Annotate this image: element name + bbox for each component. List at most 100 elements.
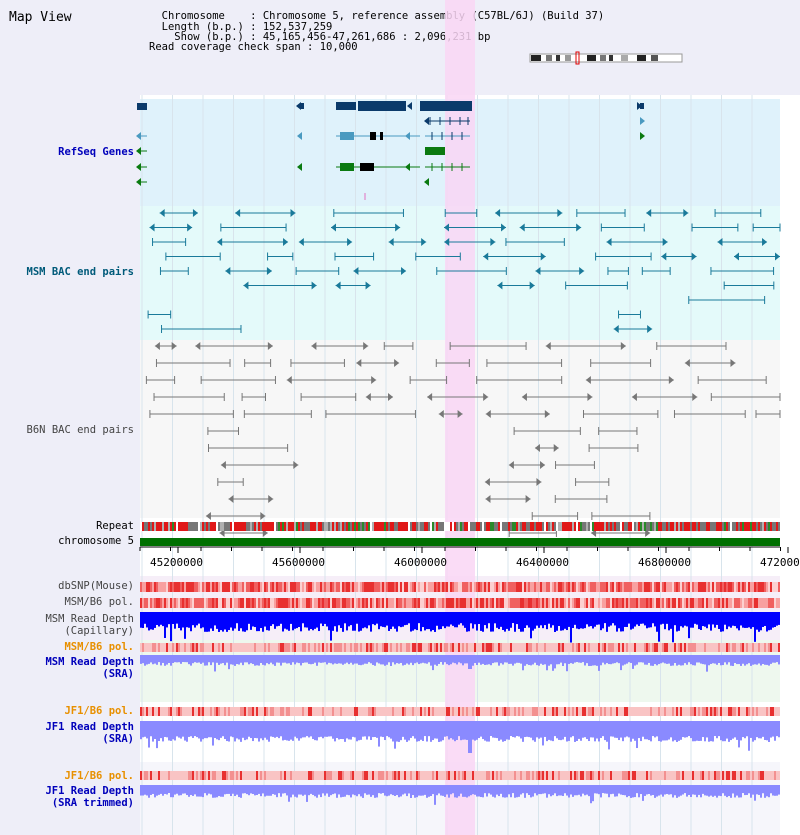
jf1-depth-trim-bar — [182, 785, 184, 794]
jf1-pol-trim-strip — [572, 771, 574, 780]
jf1-depth-sra-bar — [258, 721, 260, 742]
jf1-depth-sra-bar — [526, 721, 528, 737]
msm-pol-strip — [208, 598, 210, 608]
jf1-depth-sra-bar — [348, 721, 350, 740]
dbsnp-strip — [314, 582, 316, 592]
msm-depth-capillary-bar — [406, 612, 408, 625]
msm-pol-strip — [774, 598, 776, 608]
dbsnp-strip — [488, 582, 490, 592]
jf1-pol-strip — [628, 707, 630, 716]
jf1-depth-trim-bar — [302, 785, 304, 796]
jf1-depth-trim-bar — [776, 785, 778, 796]
repeat-segment — [440, 522, 442, 531]
track-label-refseq[interactable]: RefSeq Genes — [58, 146, 134, 158]
jf1-depth-trim-bar — [320, 785, 322, 798]
repeat-segment — [478, 522, 480, 531]
jf1-depth-sra-bar — [312, 721, 314, 739]
msm-depth-sra-bar — [486, 655, 488, 665]
jf1-pol-strip — [290, 707, 292, 716]
jf1-depth-sra-bar — [274, 721, 276, 738]
track-label-dbsnp[interactable]: dbSNP(Mouse) — [58, 580, 134, 592]
msm-depth-sra-bar — [460, 655, 462, 664]
jf1-pol-trim-strip — [206, 771, 208, 780]
msm-pol-sra-strip — [722, 643, 724, 652]
track-label-repeat[interactable]: Repeat — [96, 520, 134, 532]
bac-end-arrow — [427, 393, 433, 401]
jf1-depth-sra-bar — [564, 721, 566, 737]
track-label-msm-depth-sra[interactable]: MSM Read Depth — [45, 656, 134, 668]
dbsnp-strip — [292, 582, 294, 592]
repeat-segment — [676, 522, 678, 531]
dbsnp-strip — [216, 582, 218, 592]
bac-end-arrow — [401, 267, 407, 275]
msm-pol-sra-strip — [778, 643, 780, 652]
jf1-pol-trim-strip — [518, 771, 520, 780]
msm-depth-capillary-bar — [492, 612, 494, 632]
msm-depth-sra-bar — [368, 655, 370, 663]
msm-pol-strip — [748, 598, 750, 608]
jf1-depth-trim-bar — [356, 785, 358, 797]
jf1-depth-trim-bar — [460, 785, 462, 794]
jf1-pol-strip — [624, 707, 626, 716]
repeat-segment — [666, 522, 668, 531]
track-label-jf1-pol-trim[interactable]: JF1/B6 pol. — [64, 770, 134, 782]
msm-pol-strip — [538, 598, 540, 608]
jf1-depth-trim-bar — [366, 785, 368, 795]
msm-pol-sra-strip — [568, 643, 570, 652]
msm-depth-sra-bar — [170, 655, 172, 666]
track-label-jf1-depth-trim[interactable]: JF1 Read Depth — [45, 785, 134, 797]
msm-depth-sra-bar — [348, 655, 350, 665]
msm-pol-strip — [718, 598, 720, 608]
bac-end-arrow — [501, 223, 507, 232]
msm-depth-capillary-bar — [538, 612, 540, 628]
track-label-chromosome[interactable]: chromosome 5 — [58, 535, 134, 547]
msm-pol-sra-strip — [290, 643, 292, 652]
msm-pol-strip — [448, 598, 450, 608]
msm-pol-sra-strip — [232, 643, 234, 652]
jf1-depth-sra-bar — [548, 721, 550, 740]
msm-depth-sra-bar — [750, 655, 752, 666]
jf1-pol-trim-strip — [664, 771, 666, 780]
gene-strand-arrow — [297, 132, 302, 140]
jf1-depth-sra-bar — [494, 721, 496, 738]
msm-pol-sra-strip — [766, 643, 768, 652]
repeat-segment — [194, 522, 196, 531]
msm-depth-capillary-bar — [390, 612, 392, 630]
msm-depth-capillary-bar — [300, 612, 302, 632]
track-label-msm-pol-sra[interactable]: MSM/B6 pol. — [64, 641, 134, 653]
jf1-pol-strip — [540, 707, 542, 716]
jf1-pol-strip — [536, 707, 538, 716]
track-label-msm-pol[interactable]: MSM/B6 pol. — [64, 596, 134, 608]
repeat-segment — [300, 522, 302, 531]
jf1-pol-trim-strip — [574, 771, 576, 780]
dbsnp-strip — [284, 582, 286, 592]
msm-pol-sra-strip — [762, 643, 764, 652]
jf1-depth-sra-bar — [464, 721, 466, 740]
msm-pol-strip — [598, 598, 600, 608]
dbsnp-strip — [160, 582, 162, 592]
repeat-segment — [238, 522, 240, 531]
msm-pol-sra-strip — [634, 643, 636, 652]
jf1-depth-trim-bar — [428, 785, 430, 797]
repeat-segment — [344, 522, 346, 531]
msm-pol-sra-strip — [160, 643, 162, 652]
track-label-jf1-depth[interactable]: JF1 Read Depth — [45, 721, 134, 733]
msm-depth-capillary-bar — [240, 612, 242, 629]
dbsnp-strip — [764, 582, 766, 592]
track-label-jf1-pol[interactable]: JF1/B6 pol. — [64, 705, 134, 717]
track-label-b6n-bac[interactable]: B6N BAC end pairs — [26, 424, 134, 436]
repeat-segment — [502, 522, 504, 531]
jf1-depth-sra-bar — [360, 721, 362, 740]
track-label-msm-depth-cap[interactable]: MSM Read Depth — [45, 613, 134, 625]
jf1-pol-strip — [492, 707, 494, 716]
jf1-pol-strip — [166, 707, 168, 716]
jf1-pol-trim-strip — [712, 771, 714, 780]
track-label-msm-bac[interactable]: MSM BAC end pairs — [26, 266, 134, 278]
dbsnp-strip — [338, 582, 340, 592]
panel-title: Map View — [9, 10, 72, 25]
jf1-pol-strip — [406, 707, 408, 716]
dbsnp-strip — [378, 582, 380, 592]
bac-end-arrow — [421, 238, 427, 246]
